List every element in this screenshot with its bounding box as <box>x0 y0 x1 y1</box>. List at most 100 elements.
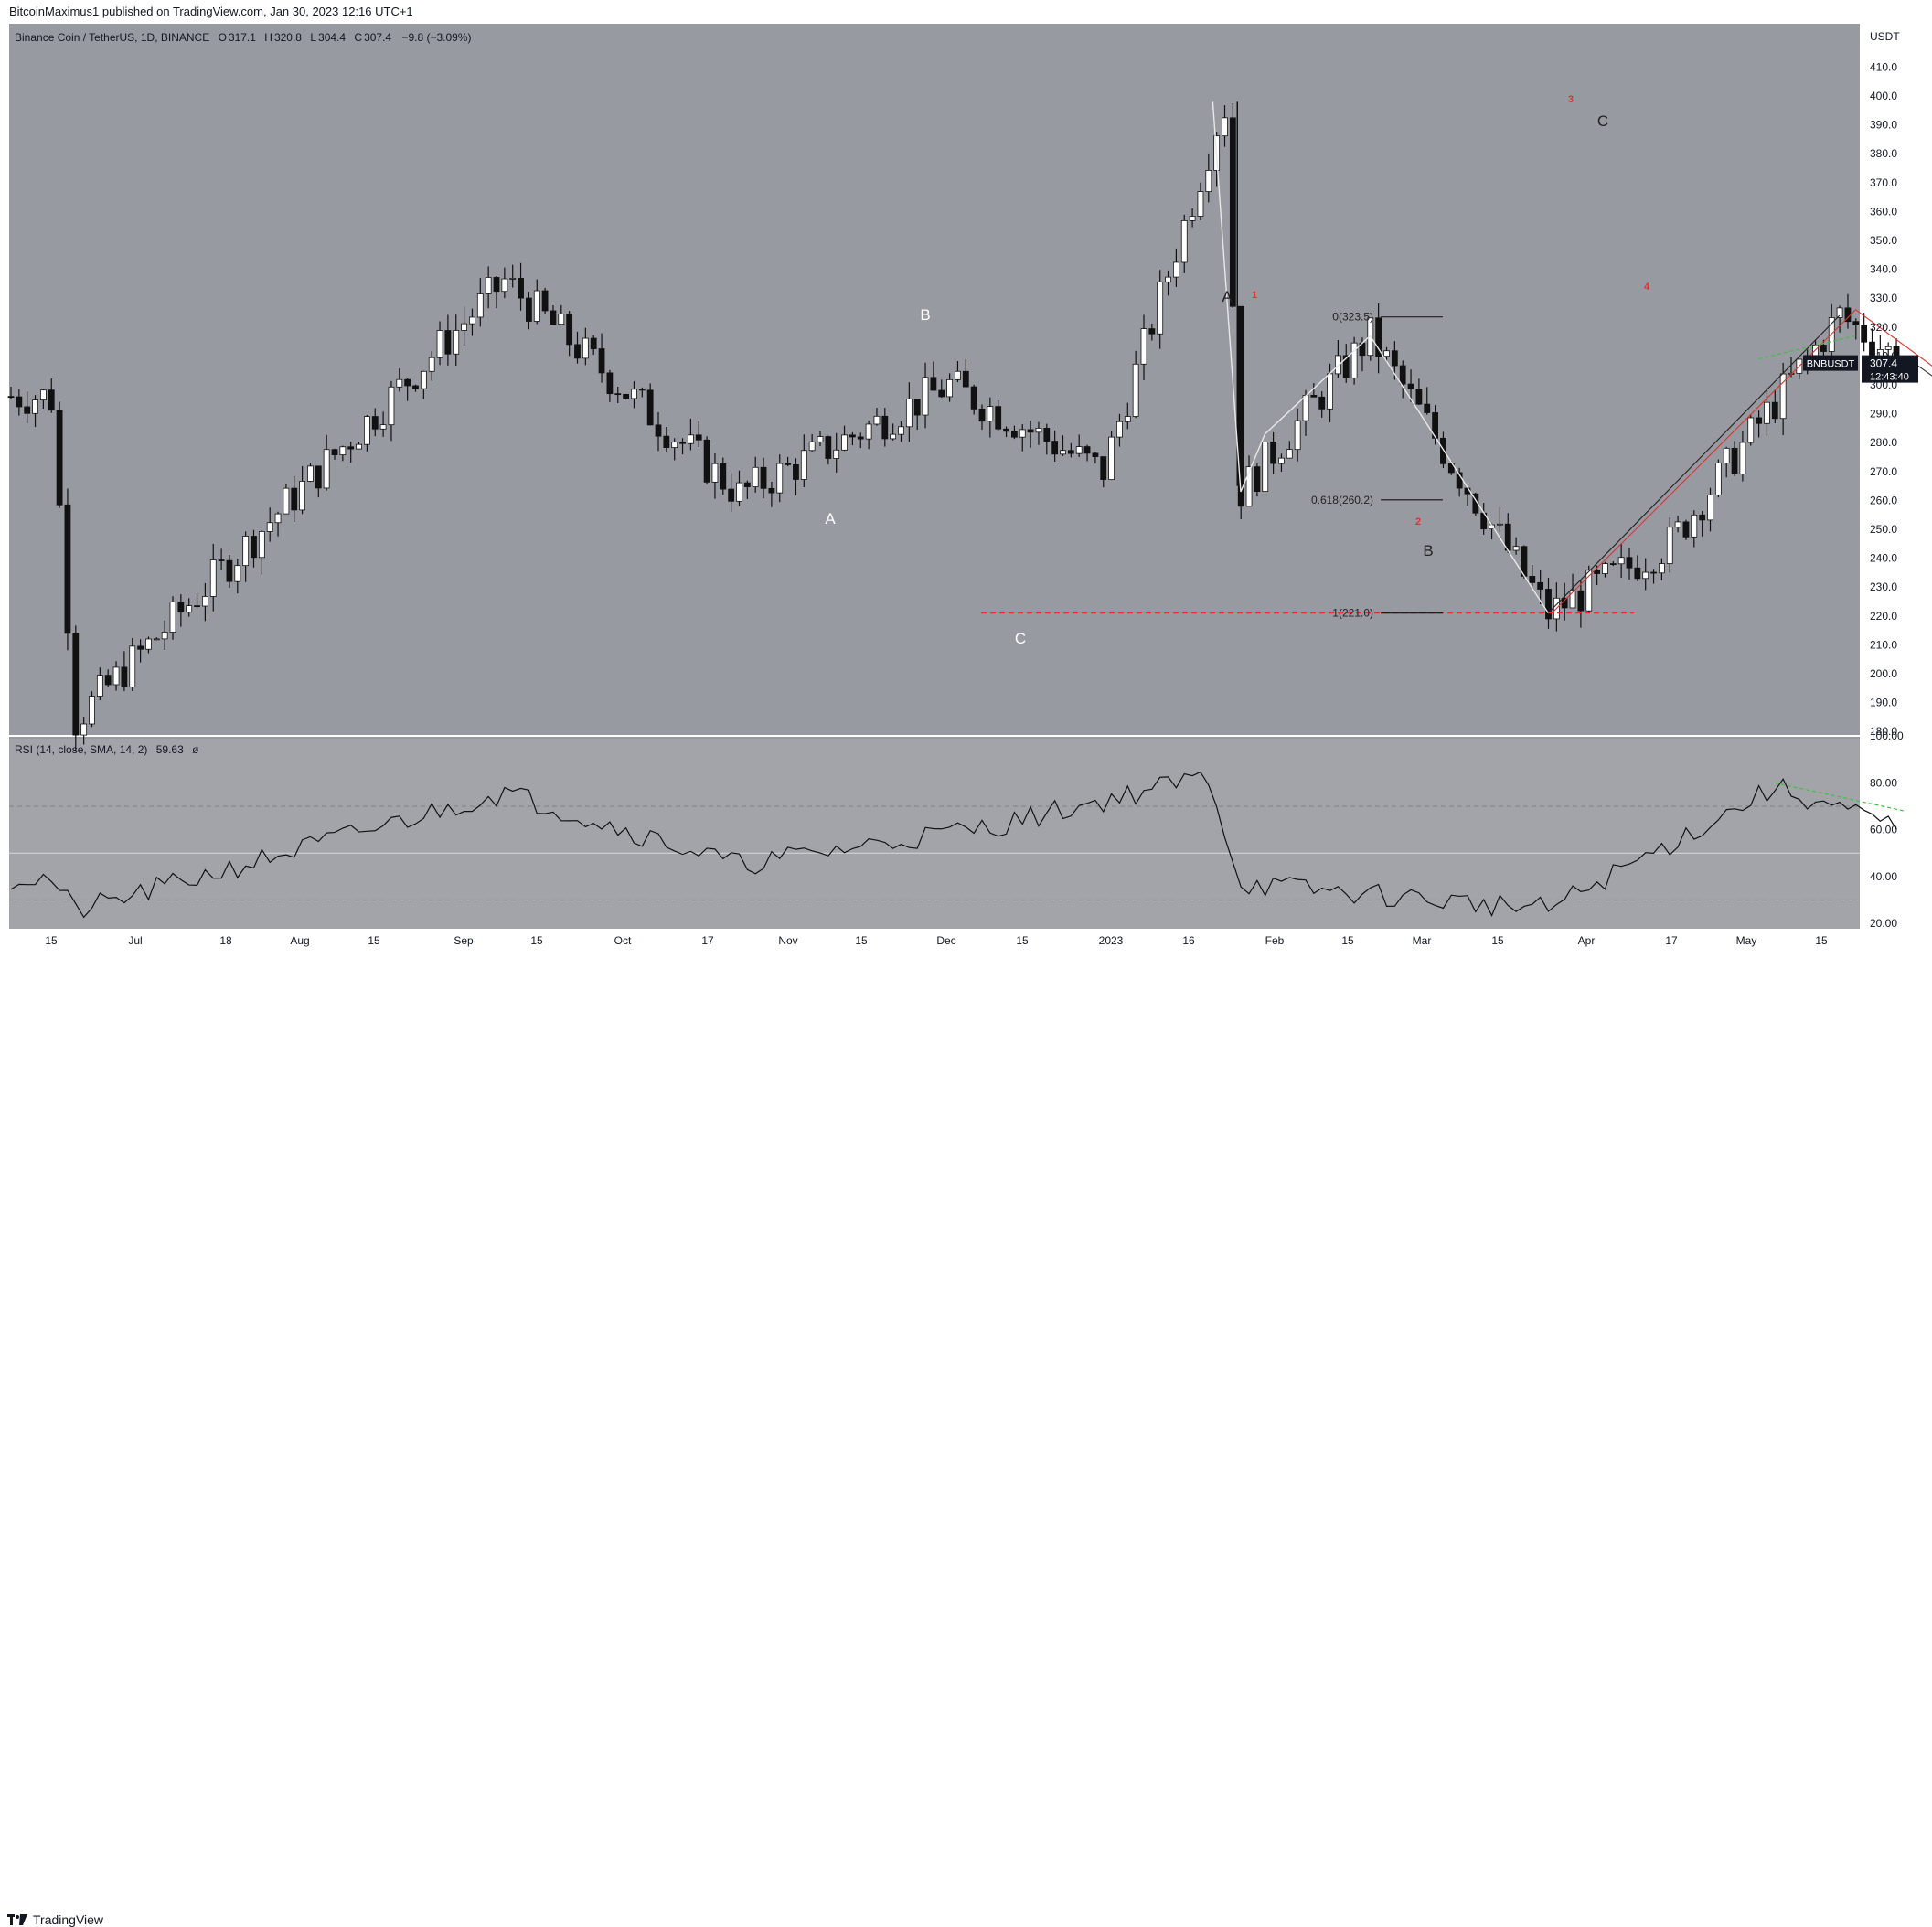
candle-down <box>1318 396 1326 410</box>
candle-up <box>890 433 897 440</box>
candle-down <box>606 372 614 395</box>
candle-down <box>825 436 832 459</box>
candle-up <box>40 389 47 400</box>
candle-up <box>169 602 176 633</box>
rsi-tick: 20.00 <box>1870 917 1897 930</box>
time-tick: Jul <box>128 934 142 947</box>
time-tick: Dec <box>936 934 955 947</box>
candle-down <box>1067 450 1074 454</box>
candle-down <box>518 278 524 299</box>
time-axis[interactable] <box>9 929 1860 951</box>
rsi-legend[interactable]: RSI (14, close, SMA, 14, 2) 59.63 ø <box>15 743 198 756</box>
candle-down <box>1609 563 1617 565</box>
chart-canvas[interactable]: A B C A B C 1 2 3 4 0(323.5) 0.618(260.2) 1(221.0) 4… <box>0 0 1932 986</box>
candle-down <box>1148 328 1156 335</box>
candle-up <box>339 446 347 455</box>
ohlc-open-label: O <box>218 31 227 44</box>
candle-down <box>72 633 80 736</box>
candle-down <box>1682 521 1690 538</box>
candle-down <box>48 389 55 411</box>
candle-down <box>566 314 573 346</box>
candle-up <box>1747 417 1755 443</box>
candle-down <box>1577 590 1585 612</box>
candle-down <box>1545 589 1552 620</box>
candle-down <box>194 605 200 608</box>
candle-down <box>315 465 322 489</box>
candle-up <box>509 278 517 280</box>
candle-down <box>695 434 702 441</box>
currency-label: USDT <box>1870 30 1900 43</box>
candle-up <box>1335 355 1341 375</box>
candle-down <box>768 487 775 494</box>
candle-up <box>1383 350 1390 357</box>
candle-down <box>1254 466 1261 493</box>
candle-up <box>688 434 694 444</box>
candle-down <box>24 406 31 414</box>
candle-up <box>1674 521 1681 528</box>
price-tick: 190.0 <box>1870 697 1897 709</box>
candle-up <box>955 370 961 380</box>
rsi-tick: 60.00 <box>1870 824 1897 836</box>
candle-down <box>16 396 23 408</box>
symbol-badge <box>1803 355 1858 371</box>
candle-down <box>1537 581 1544 590</box>
candle-up <box>307 465 314 482</box>
candle-down <box>64 504 71 634</box>
symbol-legend[interactable]: Binance Coin / TetherUS, 1D, BINANCE O 31… <box>15 31 477 44</box>
candle-down <box>1399 365 1406 385</box>
candle-up <box>1205 170 1212 192</box>
price-tick: 200.0 <box>1870 667 1897 680</box>
symbol-badge-label: BNBUSDT <box>1807 359 1855 370</box>
rsi-tick: 100.00 <box>1870 729 1904 742</box>
time-tick: 15 <box>530 934 543 947</box>
candle-down <box>995 406 1002 430</box>
candle-down <box>638 389 646 391</box>
candle-up <box>1691 514 1698 538</box>
candle-down <box>598 348 605 374</box>
candle-up <box>1617 557 1625 565</box>
ohlc-high-label: H <box>264 31 272 44</box>
price-tick: 350.0 <box>1870 234 1897 247</box>
candle-up <box>1173 261 1179 278</box>
price-tick: 400.0 <box>1870 90 1897 102</box>
candlestick-series <box>7 101 1900 752</box>
candle-up <box>356 443 362 450</box>
price-tick: 290.0 <box>1870 408 1897 421</box>
candle-up <box>1140 328 1147 365</box>
candle-up <box>1602 563 1608 574</box>
candle-up <box>1512 546 1520 551</box>
wave-a-black <box>1547 314 1841 614</box>
price-tick: 220.0 <box>1870 610 1897 623</box>
candle-down <box>1027 429 1034 433</box>
candle-down <box>881 415 889 440</box>
candle-up <box>1585 570 1593 612</box>
rsi-title: RSI (14, close, SMA, 14, 2) <box>15 743 148 756</box>
ohlc-change: −9.8 (−3.09%) <box>401 31 472 44</box>
price-axis[interactable] <box>1860 24 1932 947</box>
candle-down <box>251 536 257 559</box>
candle-up <box>922 377 929 416</box>
candle-up <box>736 482 742 502</box>
candle-up <box>946 378 953 398</box>
candle-down <box>444 330 452 355</box>
candle-down <box>526 297 532 322</box>
tradingview-brand[interactable]: TradingView <box>7 1912 103 1927</box>
candle-down <box>655 424 662 437</box>
candle-down <box>1270 442 1276 464</box>
candle-down <box>793 463 799 480</box>
time-tick: 15 <box>1016 934 1029 947</box>
candle-up <box>1350 342 1358 378</box>
time-tick: 15 <box>855 934 868 947</box>
candle-down <box>1100 456 1107 481</box>
wave-label-c-black: C <box>1597 112 1608 130</box>
candle-down <box>1375 317 1382 357</box>
candle-up <box>752 466 759 487</box>
candle-up <box>1132 363 1139 417</box>
candle-down <box>614 393 622 396</box>
candle-up <box>905 399 913 428</box>
candle-down <box>1447 463 1455 474</box>
candle-up <box>461 323 468 331</box>
divergence-rsi <box>1774 782 1905 812</box>
candle-up <box>1189 216 1196 221</box>
candle-up <box>234 565 241 582</box>
